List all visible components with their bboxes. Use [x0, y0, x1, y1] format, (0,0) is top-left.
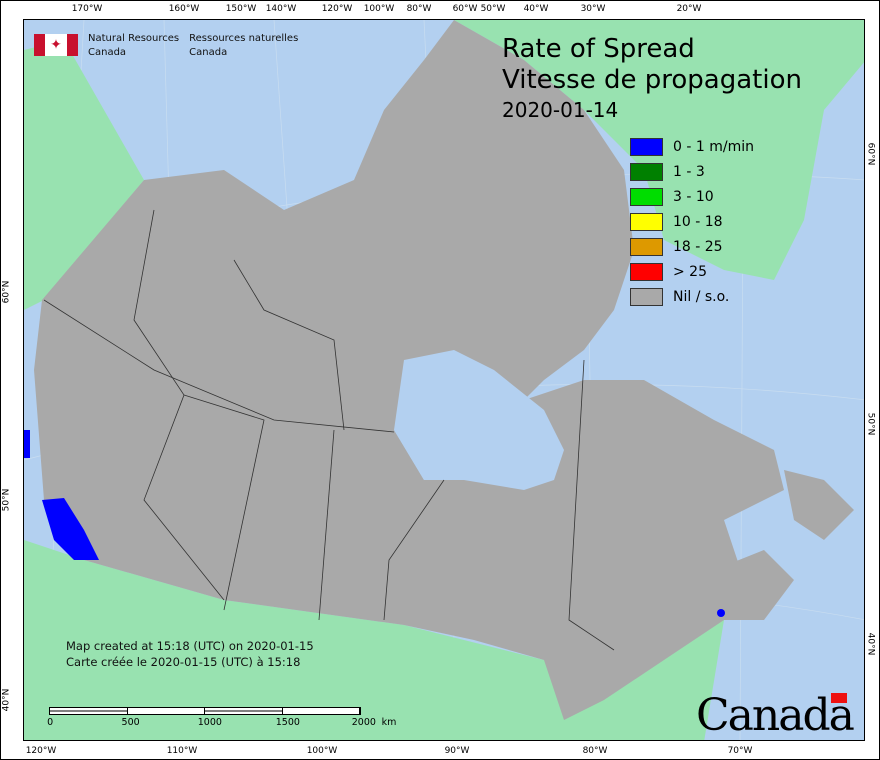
title-fr: Vitesse de propagation [502, 65, 802, 95]
legend-item: 18 - 25 [630, 234, 754, 259]
tick-top: 170°W [71, 4, 103, 14]
note-fr: Carte créée le 2020-01-15 (UTC) à 15:18 [66, 655, 301, 669]
title-en: Rate of Spread [502, 34, 695, 64]
usa-land [24, 540, 724, 740]
alaska-land [24, 40, 144, 310]
scale-label: 1000 [197, 717, 222, 728]
scale-label: 1500 [275, 717, 300, 728]
tick-left: 60°N [1, 280, 12, 304]
tick-bottom: 120°W [25, 746, 57, 756]
scale-bar: 0 500 1000 1500 2000 km [47, 707, 396, 729]
tick-bottom: 80°W [582, 746, 608, 756]
scale-label: 0 [47, 717, 54, 728]
tick-top: 160°W [168, 4, 200, 14]
legend-label: 1 - 3 [673, 163, 705, 180]
note-en: Map created at 15:18 (UTC) on 2020-01-15 [66, 639, 314, 653]
legend-swatch [630, 262, 663, 281]
tick-top: 150°W [225, 4, 257, 14]
tick-top: 30°W [580, 4, 606, 14]
legend-swatch [630, 287, 663, 306]
legend-swatch [630, 237, 663, 256]
legend-swatch [630, 187, 663, 206]
legend-label: > 25 [673, 263, 707, 280]
tick-top: 80°W [406, 4, 432, 14]
tick-top: 40°W [523, 4, 549, 14]
tick-left: 50°N [1, 488, 12, 512]
legend-item: > 25 [630, 259, 754, 284]
org-name-en-2: Canada [88, 47, 127, 58]
maritimes-land [714, 550, 794, 620]
fire-spread-0-1 [24, 430, 725, 617]
org-name-fr: Ressources naturelles [189, 33, 299, 44]
tick-top: 120°W [321, 4, 353, 14]
nrcan-logo: ✦ Natural Resources Canada Ressources nat… [34, 32, 298, 60]
map-canvas [24, 20, 864, 740]
scale-unit: km [381, 717, 397, 728]
scale-label: 2000 [351, 717, 376, 728]
legend-item: 10 - 18 [630, 209, 754, 234]
tick-left: 40°N [1, 688, 12, 712]
tick-right: 40°N [865, 632, 876, 656]
provincial-borders [43, 209, 615, 651]
legend-swatch [630, 162, 663, 181]
creation-note: Map created at 15:18 (UTC) on 2020-01-15… [66, 638, 314, 670]
legend-item: 1 - 3 [630, 159, 754, 184]
tick-bottom: 100°W [306, 746, 338, 756]
map-title: Rate of Spread Vitesse de propagation 20… [502, 34, 802, 124]
legend-swatch [630, 212, 663, 231]
newfoundland-land [784, 470, 854, 540]
legend-item: 3 - 10 [630, 184, 754, 209]
legend-label: 10 - 18 [673, 213, 723, 230]
tick-right: 60°N [865, 142, 876, 166]
legend-label: 18 - 25 [673, 238, 723, 255]
tick-top: 60°W [452, 4, 478, 14]
legend-swatch [630, 137, 663, 156]
legend-item: 0 - 1 m/min [630, 134, 754, 159]
title-date: 2020-01-14 [502, 98, 619, 122]
org-name-en: Natural Resources [88, 33, 180, 44]
legend: 0 - 1 m/min 1 - 3 3 - 10 10 - 18 18 - 25… [630, 134, 754, 309]
legend-item: Nil / s.o. [630, 284, 754, 309]
org-name-fr-2: Canada [189, 47, 228, 58]
tick-top: 20°W [676, 4, 702, 14]
map-frame[interactable]: ✦ Natural Resources Canada Ressources nat… [23, 19, 865, 741]
legend-label: 0 - 1 m/min [673, 138, 754, 155]
scale-label: 500 [121, 717, 140, 728]
legend-label: 3 - 10 [673, 188, 714, 205]
hudson-bay [394, 350, 564, 490]
tick-bottom: 90°W [444, 746, 470, 756]
wordmark-flag-icon [831, 693, 847, 703]
tick-bottom: 110°W [166, 746, 198, 756]
scale-bar-graphic [49, 707, 361, 715]
tick-right: 50°N [865, 412, 876, 436]
legend-label: Nil / s.o. [673, 288, 730, 305]
tick-top: 140°W [265, 4, 297, 14]
tick-top: 100°W [363, 4, 395, 14]
canada-wordmark: Canada [696, 690, 855, 741]
tick-top: 50°W [480, 4, 506, 14]
canada-flag-icon: ✦ [34, 34, 78, 56]
tick-bottom: 70°W [727, 746, 753, 756]
